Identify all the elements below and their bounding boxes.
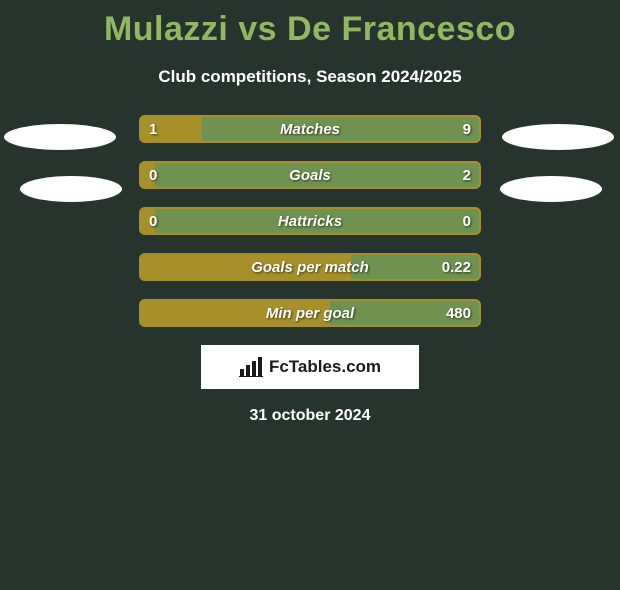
stat-bar-fill xyxy=(141,301,330,325)
player-ellipse xyxy=(4,124,116,150)
stat-bar-fill xyxy=(141,117,202,141)
stat-bar-fill xyxy=(141,255,351,279)
player-ellipse xyxy=(500,176,602,202)
stat-bar xyxy=(139,161,481,189)
stat-bar xyxy=(139,115,481,143)
stat-bar-fill xyxy=(141,209,155,233)
page-title: Mulazzi vs De Francesco xyxy=(0,10,620,49)
comparison-chart: 1 Matches 9 0 Goals 2 0 Hattricks 0 Goal… xyxy=(0,115,620,425)
stat-row: 0 Goals 2 xyxy=(139,161,481,189)
player-ellipse xyxy=(502,124,614,150)
brand-text: FcTables.com xyxy=(269,357,381,377)
bar-chart-icon xyxy=(239,357,263,377)
stat-row: 1 Matches 9 xyxy=(139,115,481,143)
stat-bar xyxy=(139,299,481,327)
stat-row: 0 Hattricks 0 xyxy=(139,207,481,235)
brand-box: FcTables.com xyxy=(201,345,419,389)
stat-bar-fill xyxy=(141,163,155,187)
stat-bar xyxy=(139,207,481,235)
date-text: 31 october 2024 xyxy=(0,407,620,425)
player-ellipse xyxy=(20,176,122,202)
stat-row: Min per goal 480 xyxy=(139,299,481,327)
subtitle: Club competitions, Season 2024/2025 xyxy=(0,67,620,87)
stat-row: Goals per match 0.22 xyxy=(139,253,481,281)
stat-bar xyxy=(139,253,481,281)
